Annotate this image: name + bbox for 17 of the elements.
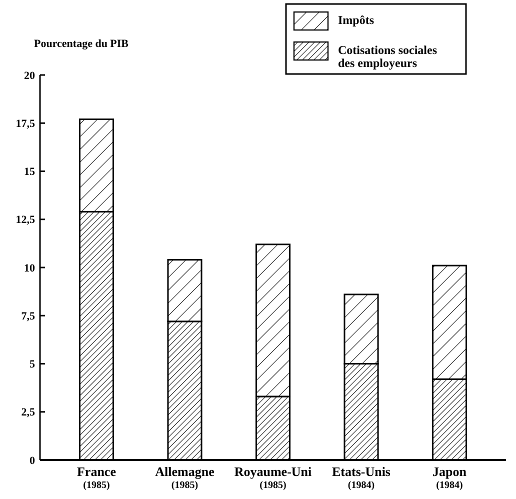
x-tick-label: Royaume-Uni (1985) bbox=[234, 464, 312, 491]
y-tick-label: 2,5 bbox=[21, 406, 36, 419]
x-tick-label: Allemagne (1985) bbox=[155, 464, 215, 491]
x-tick-label: Japon (1984) bbox=[432, 464, 468, 491]
y-tick-label: 5 bbox=[30, 358, 36, 371]
y-tick-label: 0 bbox=[30, 454, 36, 467]
legend-label: Impôts bbox=[338, 13, 374, 27]
x-tick-label: France (1985) bbox=[76, 464, 116, 491]
legend-label: Cotisations sociales des employeurs bbox=[338, 43, 438, 70]
x-tick-label: Etats-Unis (1984) bbox=[332, 464, 391, 491]
y-tick-label: 15 bbox=[24, 166, 36, 178]
y-tick-label: 10 bbox=[24, 262, 36, 274]
y-axis-title: Pourcentage du PIB bbox=[34, 38, 130, 50]
y-tick-label: 17,5 bbox=[16, 118, 36, 130]
y-tick-label: 12,5 bbox=[16, 214, 36, 226]
y-tick-label: 20 bbox=[24, 70, 36, 82]
y-tick-label: 7,5 bbox=[21, 310, 36, 322]
